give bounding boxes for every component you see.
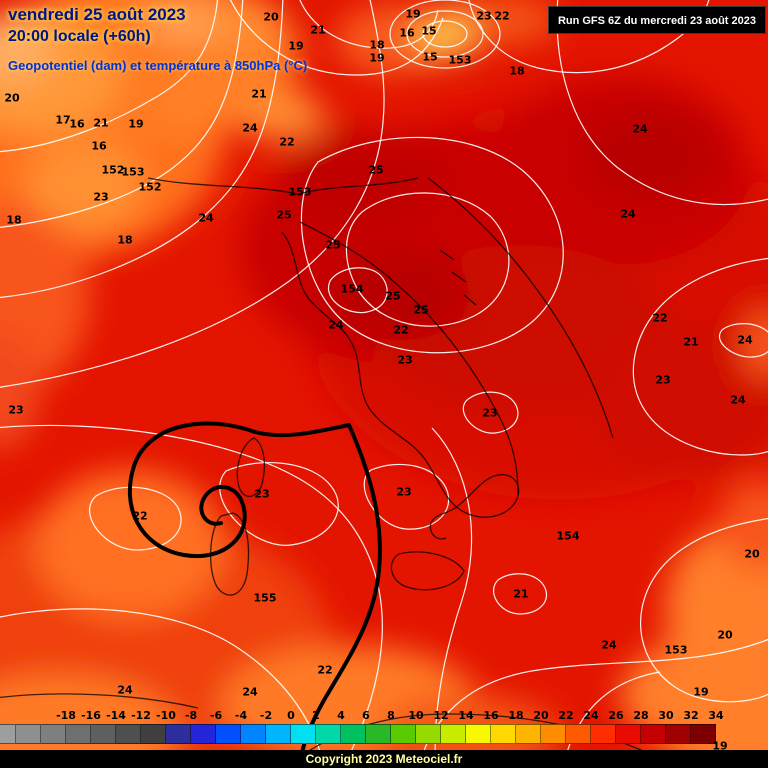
legend-color-cell: [141, 724, 166, 744]
legend-tick-label: -14: [106, 709, 126, 722]
legend-color-cell: [66, 724, 91, 744]
subtitle-label: Geopotentiel (dam) et température à 850h…: [8, 58, 308, 73]
legend-color-cell: [391, 724, 416, 744]
legend-tick-label: 2: [312, 709, 320, 722]
legend-tick-label: -2: [259, 709, 273, 722]
legend-tick-label: 8: [387, 709, 395, 722]
legend-tick-label: 22: [558, 709, 574, 722]
legend-color-cell: [216, 724, 241, 744]
legend-tick-label: 18: [508, 709, 524, 722]
legend-tick-label: -4: [234, 709, 248, 722]
legend-tick-label: -6: [209, 709, 223, 722]
legend-color-cell: [541, 724, 566, 744]
legend-color-cell: [366, 724, 391, 744]
legend-tick-label: 32: [683, 709, 699, 722]
legend-color-cell: [516, 724, 541, 744]
legend-color-cell: [491, 724, 516, 744]
legend-color-cell: [466, 724, 491, 744]
legend-tick-label: 14: [458, 709, 474, 722]
legend-tick-label: 24: [583, 709, 599, 722]
legend-tick-label: 34: [708, 709, 724, 722]
legend-tick-label: 10: [408, 709, 424, 722]
legend-tick-label: 28: [633, 709, 649, 722]
legend-tick-label: 20: [533, 709, 549, 722]
legend-tick-label: -18: [56, 709, 76, 722]
legend-color-cell: [166, 724, 191, 744]
legend-color-cell: [566, 724, 591, 744]
legend-tick-label: 16: [483, 709, 499, 722]
copyright-text: Copyright 2023 Meteociel.fr: [305, 752, 463, 766]
legend-tick-label: -10: [156, 709, 176, 722]
legend-color-cell: [116, 724, 141, 744]
legend-color-cell: [0, 724, 16, 744]
legend-tick-label: -8: [184, 709, 198, 722]
legend-tick-label: -12: [131, 709, 151, 722]
legend-color-cell: [591, 724, 616, 744]
legend-tick-label: 26: [608, 709, 624, 722]
legend-color-cell: [691, 724, 716, 744]
run-info-text: Run GFS 6Z du mercredi 23 août 2023: [557, 15, 756, 27]
legend-color-cell: [441, 724, 466, 744]
legend-color-cell: [91, 724, 116, 744]
legend-color-cell: [641, 724, 666, 744]
map-header: vendredi 25 août 2023 20:00 locale (+60h…: [8, 5, 307, 73]
run-info-box: Run GFS 6Z du mercredi 23 août 2023: [547, 6, 766, 34]
legend-color-cell: [191, 724, 216, 744]
legend-color-bar: [0, 724, 768, 744]
legend-tick-label: 12: [433, 709, 449, 722]
legend-color-cell: [666, 724, 691, 744]
legend-tick-label: 0: [287, 709, 295, 722]
legend-color-cell: [16, 724, 41, 744]
legend-tick-label: 6: [362, 709, 370, 722]
copyright-bar: Copyright 2023 Meteociel.fr: [0, 750, 768, 768]
legend-tick-label: -16: [81, 709, 101, 722]
legend-ticks: -18 -16 -14 -12 -10 -8 -6 -4 -2 0 2 4 6 8 10 12 14 16 18 20…: [0, 709, 768, 723]
legend-color-cell: [266, 724, 291, 744]
legend-color-cell: [316, 724, 341, 744]
legend-color-cell: [291, 724, 316, 744]
legend-tick-label: 30: [658, 709, 674, 722]
legend-color-cell: [241, 724, 266, 744]
coastlines: [0, 177, 659, 759]
date-label: vendredi 25 août 2023: [8, 5, 186, 24]
legend-color-cell: [616, 724, 641, 744]
legend-color-cell: [416, 724, 441, 744]
legend-tick-label: 4: [337, 709, 345, 722]
legend-color-cell: [341, 724, 366, 744]
time-label: 20:00 locale (+60h): [8, 28, 151, 45]
legend-color-cell: [41, 724, 66, 744]
